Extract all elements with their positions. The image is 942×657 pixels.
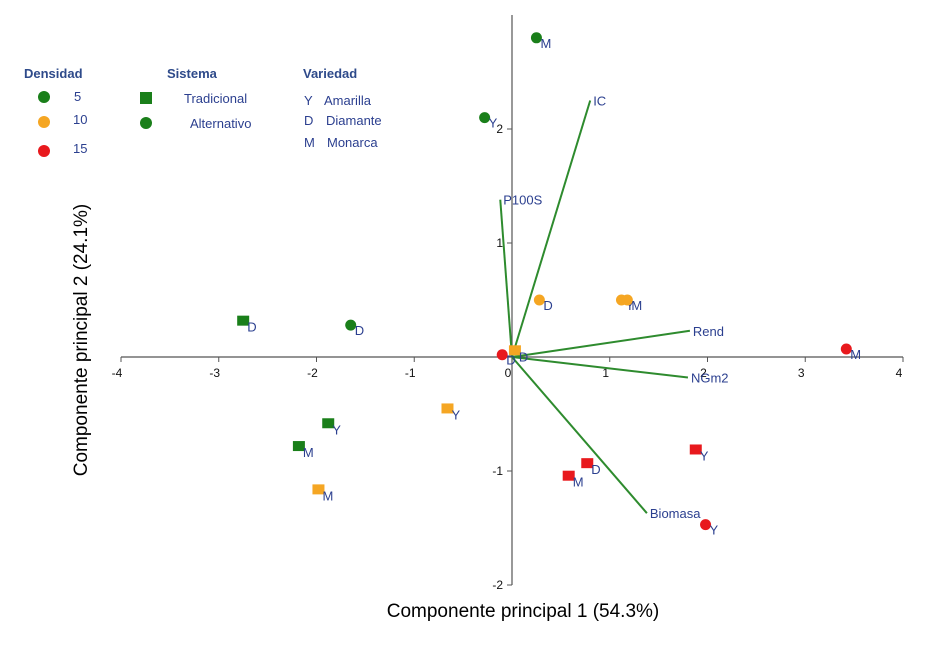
x-axis-title: Componente principal 1 (54.3%) [387,601,660,622]
x-tick-label: -3 [209,366,220,380]
legend-density-5-marker [38,91,50,103]
data-point-label: M [540,36,551,51]
data-point-square [322,418,335,429]
vector-label-ngm2: NGm2 [691,371,729,386]
y-axis-title: Componente principal 2 (24.1%) [71,204,92,477]
data-point-label: M [850,347,861,362]
legend-density-10-marker [38,116,50,128]
x-tick-label: -2 [307,366,318,380]
data-point-square [508,345,521,356]
data-point-square [689,444,702,455]
legend-variedad-y-code: Y [304,93,313,108]
legend-density-15-label: 15 [73,141,87,156]
data-point-circle [700,519,712,531]
vector-biomasa [511,356,648,514]
data-point-circle [533,294,545,306]
data-point-label: Y [710,523,719,538]
legend-variedad-d-label: Diamante [326,113,382,128]
x-tick-label: 3 [798,366,805,380]
data-point-circle [621,294,633,306]
data-point-square [237,315,250,326]
x-tick-label: -4 [112,366,123,380]
axes: -4 -3 -2 -1 0 1 2 3 4 -2 -1 1 2 [112,15,904,592]
loading-vectors: IC P100S Rend NGm2 Biomasa [499,94,729,521]
data-point-label: Y [625,298,634,313]
data-point-square [562,470,575,481]
data-point-label: D [355,323,364,338]
x-tick-label: 4 [896,366,903,380]
data-point-square [581,458,594,469]
data-point-label: M [303,445,314,460]
data-point-label: Y [700,448,709,463]
data-point-label: D [247,320,256,335]
x-tick-label: 1 [602,366,609,380]
legend-densidad-title: Densidad [24,66,83,81]
vector-label-rend: Rend [693,324,724,339]
data-point-label: D [519,349,528,364]
y-tick-label: -1 [492,464,503,478]
legend-alternativo-label: Alternativo [190,116,251,131]
vector-p100s [499,199,513,358]
data-point-label: Y [489,116,498,131]
legend-variedad-m-label: Monarca [327,135,378,150]
y-tick-label: 1 [496,236,503,250]
y-tick-label: 2 [496,122,503,136]
data-point-square [312,484,325,495]
data-point-circle [496,349,508,361]
data-point-label: M [322,488,333,503]
y-tick-label: -2 [492,578,503,592]
legend-tradicional-label: Tradicional [184,91,247,106]
legend: Densidad 5 10 15 Sistema Tradicional Alt… [24,66,382,157]
vector-label-biomasa: Biomasa [650,506,701,521]
data-point-circle [479,112,491,124]
data-point-label: D [543,298,552,313]
data-point-label: D [591,462,600,477]
data-point-circle [530,32,542,44]
vector-ngm2 [511,356,689,379]
legend-density-15-marker [38,145,50,157]
data-point-label: Y [451,407,460,422]
legend-square-marker [140,92,152,104]
vector-rend [511,329,691,358]
legend-variedad-y-label: Amarilla [324,93,372,108]
data-point-circle [345,319,357,331]
vector-label-p100s: P100S [503,193,542,208]
data-point-label: M [631,298,642,313]
vector-ic [511,100,592,358]
legend-sistema-title: Sistema [167,66,218,81]
x-tick-label: -1 [405,366,416,380]
x-tick-label: 0 [505,366,512,380]
legend-variedad-m-code: M [304,135,315,150]
x-tick-label: 2 [700,366,707,380]
legend-variedad-title: Variedad [303,66,357,81]
data-point-square [441,403,454,414]
legend-density-5-label: 5 [74,89,81,104]
data-point-square [292,441,305,452]
data-point-label: M [573,475,584,490]
vector-label-ic: IC [593,94,606,109]
legend-density-10-label: 10 [73,112,87,127]
data-point-label: D [506,353,515,368]
legend-circle-marker [140,117,152,129]
data-point-circle [840,343,852,355]
data-point-label: Y [332,422,341,437]
legend-variedad-d-code: D [304,113,313,128]
